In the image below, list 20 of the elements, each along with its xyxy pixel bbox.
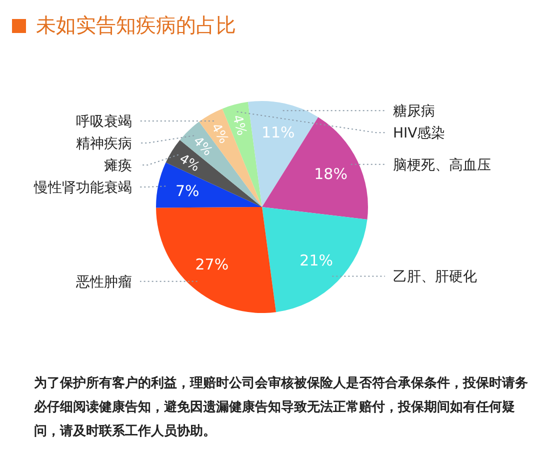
slice-label: 精神疾病 (76, 136, 132, 152)
chart-title: 未如实告知疾病的占比 (36, 12, 236, 39)
slice-label: 糖尿病 (393, 104, 435, 120)
data-label: 18% (314, 165, 348, 184)
pie-slice (262, 117, 368, 220)
slice-label: 慢性肾功能衰竭 (33, 180, 132, 196)
data-label: 27% (195, 256, 229, 274)
data-label: 21% (300, 252, 334, 270)
pie-slice (156, 207, 276, 313)
slice-label: 呼吸衰竭 (76, 114, 132, 130)
data-label: 7% (176, 182, 200, 200)
slice-label: 瘫痪 (104, 158, 132, 174)
slice-label: 乙肝、肝硬化 (393, 269, 477, 286)
slice-label: 脑梗死、高血压 (393, 157, 491, 174)
data-label: 4% (229, 114, 249, 138)
pie-slice (262, 207, 368, 312)
text: 为了保护所有客户的利益，理赔时公司会审核被保险人是否符合承保条件，投保时请务必仔细阅读健康告知，避免因遗漏健康告知导致无法正常赔付，投保期间如有任何疑问，请及时联系工作人员协助。 (34, 374, 529, 441)
data-label: 11% (261, 123, 295, 142)
slice-label: HIV感染 (393, 126, 446, 142)
slice-label: 恶性肿瘤 (75, 274, 132, 290)
